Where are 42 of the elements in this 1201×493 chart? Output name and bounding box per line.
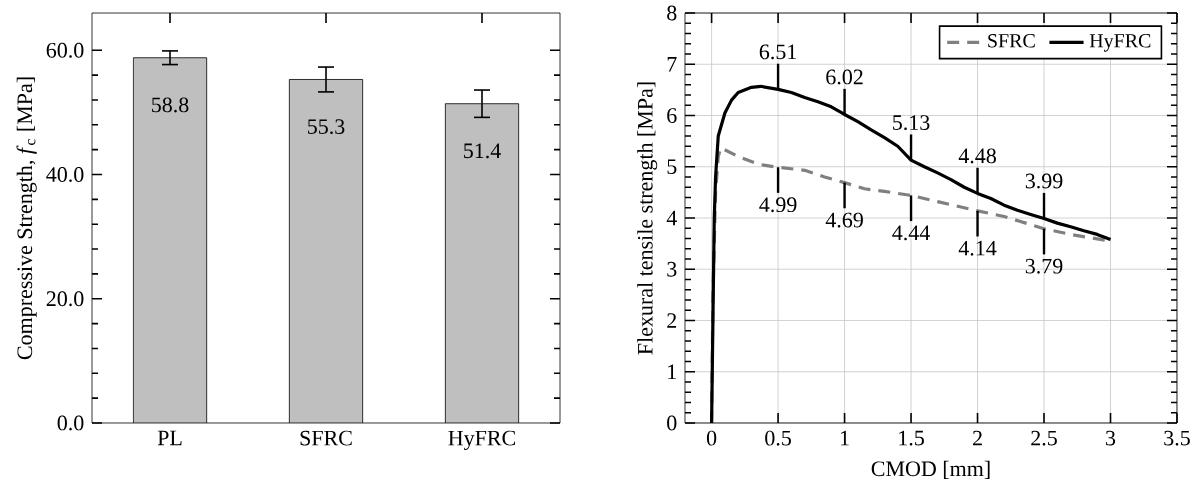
y-tick-label: 60.0 [46,42,84,58]
y-tick-label: 0 [667,415,677,431]
y-tick-label: 8 [667,5,677,21]
annotation: 6.51 [759,44,796,60]
annotation: 4.48 [958,148,996,164]
annotation: 4.99 [759,197,797,213]
y-tick-label: 5 [667,159,677,175]
annotation: 3.79 [1025,258,1063,274]
annotation: 6.02 [826,69,863,85]
x-tick-label: HyFRC [448,430,516,451]
annotation: 4.69 [825,212,863,228]
annotation: 5.13 [893,115,930,131]
legend-label: HyFRC [1089,34,1151,52]
x-tick-label: 2.5 [1031,430,1057,446]
y-tick-label: 4 [666,210,677,226]
y-tick-label: 20.0 [46,291,84,307]
y-tick-label: 7 [667,57,677,72]
legend-label: SFRC [988,34,1035,48]
y-tick-label: 1 [668,364,676,379]
y-tick-label: 3 [667,261,677,277]
x-tick-label: 0 [706,430,717,446]
y-tick-label: 0.0 [57,415,84,431]
annotation: 4.44 [892,225,930,241]
x-tick-label: PL [157,430,182,446]
x-tick-label: 2 [973,430,982,446]
y-axis-title: Compressive Strength, f$_{c}$ [MPa] [16,77,37,360]
x-tick-label: SFRC [300,430,352,446]
data-label: 55.3 [308,119,345,135]
y-axis-title: Flexural tensile strength [MPa] [637,82,658,355]
x-tick-label: 0.5 [765,430,791,446]
annotation: 4.14 [958,240,997,256]
y-tick-label: 40.0 [46,167,84,182]
data-label: 58.8 [152,97,189,113]
annotation: 3.99 [1025,173,1063,189]
x-tick-label: 1 [841,430,849,446]
x-tick-label: 1.5 [899,430,924,446]
data-label: 51.4 [464,143,501,159]
x-tick-label: 3.5 [1164,430,1190,446]
y-tick-label: 2 [667,313,677,328]
x-tick-label: 3 [1106,430,1116,446]
y-tick-label: 6 [667,108,677,123]
x-axis-title: CMOD [mm] [871,460,990,479]
